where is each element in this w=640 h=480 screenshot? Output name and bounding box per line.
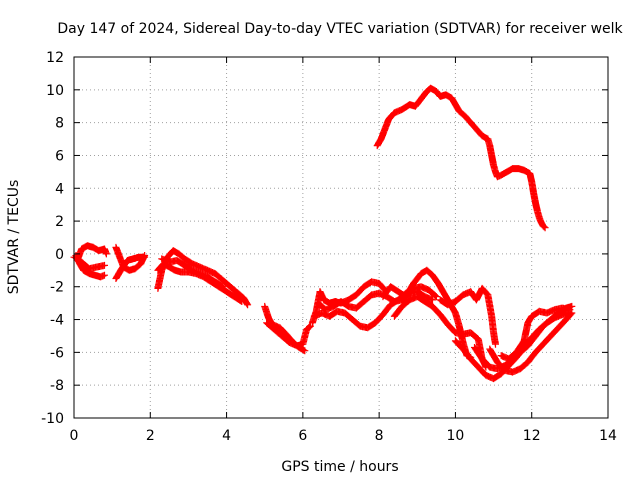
series-sat-u [373, 84, 549, 232]
x-tick-label: 2 [146, 428, 155, 444]
series-sat-h [158, 255, 227, 291]
series-sat-c [78, 258, 108, 273]
series-sat-e [112, 253, 149, 283]
chart-title: Day 147 of 2024, Sidereal Day-to-day VTE… [57, 21, 623, 37]
y-tick-label: 8 [55, 116, 64, 132]
y-tick-label: 0 [55, 247, 64, 263]
data-points [70, 84, 576, 383]
grid-lines [74, 57, 608, 418]
series-markers [72, 252, 108, 281]
series-sat-p [436, 284, 499, 348]
y-tick-label: -8 [50, 378, 64, 394]
series-markers [263, 319, 314, 350]
x-tick-label: 6 [298, 428, 307, 444]
y-tick-label: 12 [46, 50, 64, 66]
series-sat-j [263, 319, 314, 350]
series-sat-n [379, 266, 475, 361]
x-tick-label: 0 [70, 428, 79, 444]
series-sat-t [497, 304, 574, 363]
x-tick-label: 4 [222, 428, 231, 444]
y-tick-label: -10 [41, 411, 64, 427]
series-markers [471, 302, 576, 373]
series-sat-s [486, 309, 576, 376]
series-sat-o [390, 293, 490, 371]
series-markers [436, 284, 499, 348]
plot-frame [73, 56, 609, 419]
x-tick-label: 12 [523, 428, 541, 444]
series-markers [112, 253, 149, 283]
series-markers [78, 258, 108, 273]
series-markers [497, 304, 574, 363]
y-tick-label: -4 [50, 313, 64, 329]
y-tick-label: 4 [55, 181, 64, 197]
y-tick-label: 6 [55, 148, 64, 164]
y-axis-label: SDTVAR / TECUs [6, 180, 22, 295]
y-tick-label: -2 [50, 280, 64, 296]
y-tick-label: 10 [46, 83, 64, 99]
series-markers [390, 293, 490, 371]
series-markers [379, 266, 475, 361]
x-axis-label: GPS time / hours [281, 459, 398, 475]
series-sat-b [72, 252, 108, 281]
axis-ticks: 0 2 4 6 8 10 12 14 -10 -8 -6 -4 -2 0 2 4 6 8 10 12 [41, 50, 617, 444]
series-markers [373, 84, 549, 232]
x-tick-label: 8 [375, 428, 384, 444]
x-tick-label: 10 [447, 428, 465, 444]
series-markers [486, 309, 576, 376]
series-markers [158, 255, 227, 291]
series-sat-r [471, 302, 576, 373]
y-tick-label: 2 [55, 214, 64, 230]
x-tick-label: 14 [599, 428, 617, 444]
y-tick-label: -6 [50, 345, 64, 361]
